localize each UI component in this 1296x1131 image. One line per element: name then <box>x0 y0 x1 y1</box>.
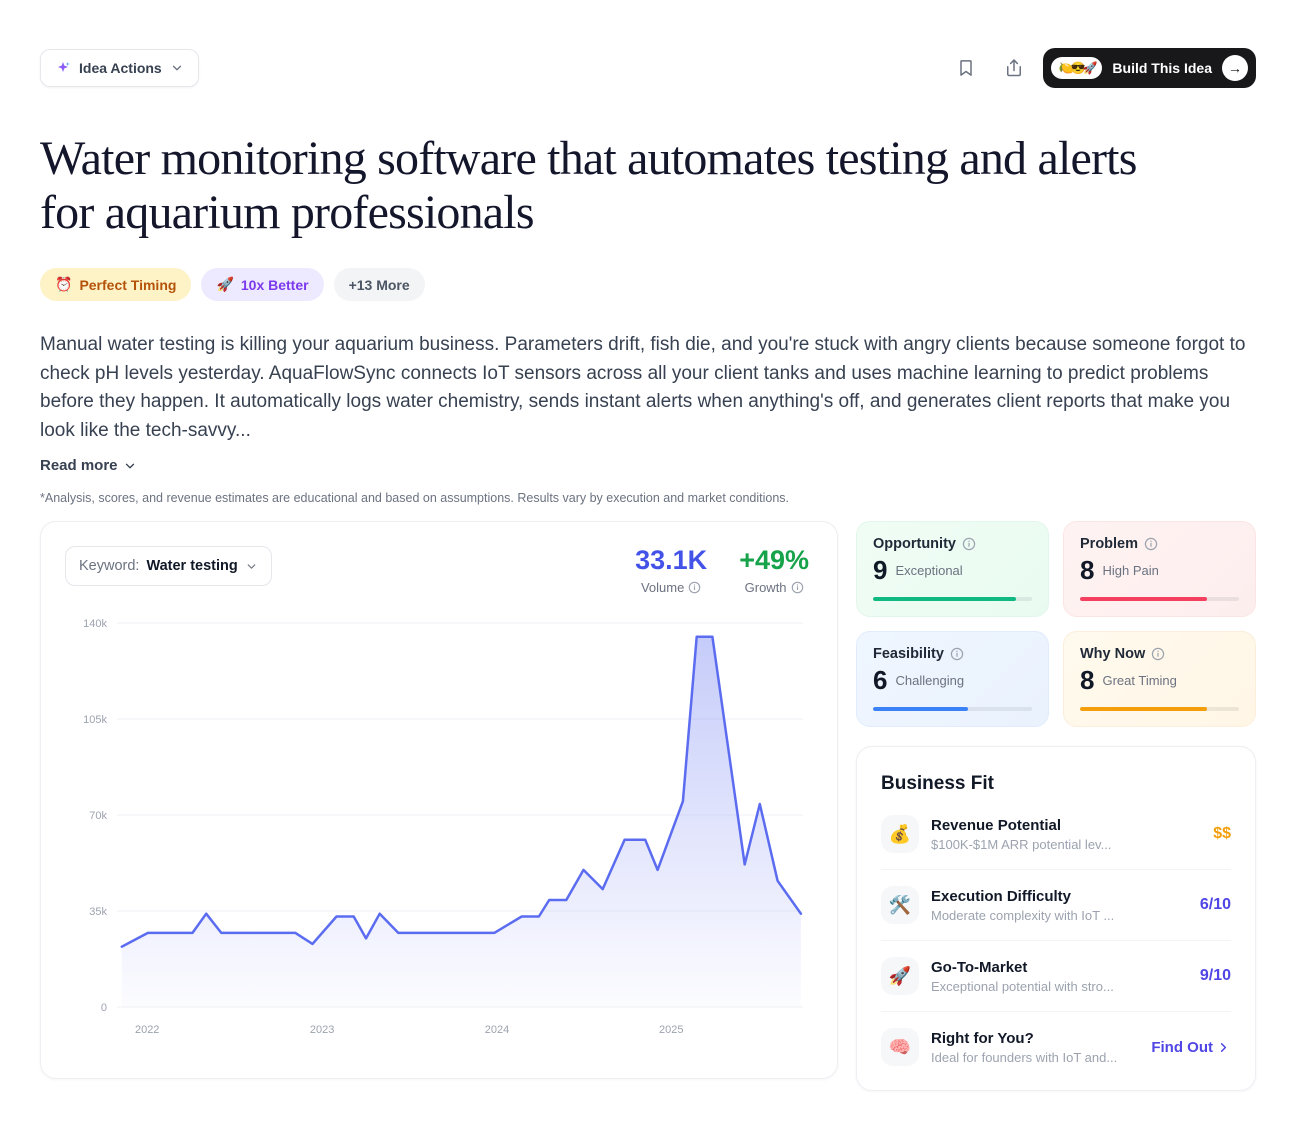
idea-actions-button[interactable]: Idea Actions <box>40 49 199 87</box>
emoji-badge: 🍋😎🚀 <box>1050 56 1103 80</box>
trend-chart-card: Keyword: Water testing 33.1K Volume <box>40 521 838 1080</box>
keyword-select[interactable]: Keyword: Water testing <box>65 546 272 587</box>
page-title: Water monitoring software that automates… <box>40 132 1137 240</box>
info-icon[interactable] <box>1151 647 1165 661</box>
rocket-icon: 🚀 <box>881 957 919 996</box>
revenue-potential-value: $$ <box>1213 825 1231 843</box>
alarm-clock-icon: ⏰ <box>55 276 73 293</box>
chevron-down-icon <box>123 459 137 473</box>
growth-value: +49% <box>739 545 809 576</box>
why-now-score-bar <box>1080 707 1208 712</box>
find-out-link[interactable]: Find Out <box>1151 1039 1231 1056</box>
info-icon[interactable] <box>950 647 964 661</box>
svg-text:105k: 105k <box>83 714 107 726</box>
info-icon[interactable] <box>962 537 976 551</box>
idea-actions-label: Idea Actions <box>79 60 162 76</box>
build-this-idea-label: Build This Idea <box>1112 60 1212 76</box>
score-card-why-now: Why Now 8 Great Timing <box>1063 631 1256 728</box>
rocket-icon: 🚀 <box>216 276 234 293</box>
feasibility-score-bar <box>873 707 969 712</box>
score-card-opportunity: Opportunity 9 Exceptional <box>856 521 1049 618</box>
feasibility-score: 6 <box>873 665 888 696</box>
topbar-actions: 🍋😎🚀 Build This Idea → <box>947 48 1256 88</box>
idea-description: Manual water testing is killing your aqu… <box>40 334 1246 441</box>
bookmark-button[interactable] <box>947 49 985 87</box>
chevron-down-icon <box>170 61 184 75</box>
svg-text:2022: 2022 <box>135 1024 159 1036</box>
svg-text:70k: 70k <box>89 810 107 822</box>
execution-difficulty-value: 6/10 <box>1199 896 1231 914</box>
svg-text:2023: 2023 <box>310 1024 334 1036</box>
volume-stat: 33.1K Volume <box>635 545 708 596</box>
opportunity-score-bar <box>873 597 1017 602</box>
score-card-feasibility: Feasibility 6 Challenging <box>856 631 1049 728</box>
read-more-button[interactable]: Read more <box>40 457 137 474</box>
svg-text:140k: 140k <box>83 618 107 630</box>
share-icon <box>1006 59 1021 77</box>
sparkles-icon <box>55 60 71 76</box>
arrow-right-icon: → <box>1222 55 1248 81</box>
badges-row: ⏰ Perfect Timing 🚀 10x Better +13 More <box>40 268 1256 302</box>
problem-score: 8 <box>1080 555 1095 586</box>
score-card-problem: Problem 8 High Pain <box>1063 521 1256 618</box>
business-fit-row-execution: 🛠️ Execution Difficulty Moderate complex… <box>881 870 1231 942</box>
go-to-market-value: 9/10 <box>1199 967 1231 985</box>
badge-10x-better: 🚀 10x Better <box>201 268 324 302</box>
growth-info-icon[interactable] <box>791 581 804 594</box>
share-button[interactable] <box>995 49 1033 87</box>
volume-info-icon[interactable] <box>688 581 701 594</box>
business-fit-card: Business Fit 💰 Revenue Potential $100K-$… <box>856 746 1256 1092</box>
topbar: Idea Actions 🍋😎🚀 Build This Idea → <box>40 48 1256 88</box>
scores-column: Opportunity 9 Exceptional Problem <box>856 521 1256 1092</box>
keyword-value: Water testing <box>146 558 238 575</box>
svg-text:0: 0 <box>101 1002 107 1014</box>
trend-chart: 0 35k 70k 105k 140k 2022 2023 2024 2025 <box>83 618 803 1036</box>
growth-stat: +49% Growth <box>739 545 809 596</box>
svg-text:2024: 2024 <box>485 1024 509 1036</box>
business-fit-row-revenue: 💰 Revenue Potential $100K-$1M ARR potent… <box>881 799 1231 871</box>
problem-score-bar <box>1080 597 1208 602</box>
badge-more-tags[interactable]: +13 More <box>333 268 425 302</box>
money-bag-icon: 💰 <box>881 815 919 854</box>
info-icon[interactable] <box>1144 537 1158 551</box>
chevron-right-icon <box>1216 1040 1231 1055</box>
why-now-score: 8 <box>1080 665 1095 696</box>
badge-perfect-timing: ⏰ Perfect Timing <box>40 268 192 302</box>
chart-stats: 33.1K Volume +49% Growth <box>635 546 813 595</box>
chevron-down-icon <box>245 560 258 573</box>
opportunity-score: 9 <box>873 555 888 586</box>
disclaimer-text: *Analysis, scores, and revenue estimates… <box>40 491 790 506</box>
bookmark-icon <box>959 60 972 76</box>
business-fit-row-right-for-you: 🧠 Right for You? Ideal for founders with… <box>881 1012 1231 1082</box>
brain-icon: 🧠 <box>881 1028 919 1067</box>
chart-header: Keyword: Water testing 33.1K Volume <box>65 546 813 595</box>
volume-value: 33.1K <box>635 545 708 576</box>
svg-text:2025: 2025 <box>659 1024 683 1036</box>
main-content: Keyword: Water testing 33.1K Volume <box>40 521 1256 1092</box>
score-grid: Opportunity 9 Exceptional Problem <box>856 521 1256 728</box>
svg-text:35k: 35k <box>89 906 107 918</box>
business-fit-row-gtm: 🚀 Go-To-Market Exceptional potential wit… <box>881 941 1231 1013</box>
business-fit-title: Business Fit <box>881 773 994 795</box>
tools-icon: 🛠️ <box>881 886 919 925</box>
build-this-idea-button[interactable]: 🍋😎🚀 Build This Idea → <box>1042 48 1256 88</box>
